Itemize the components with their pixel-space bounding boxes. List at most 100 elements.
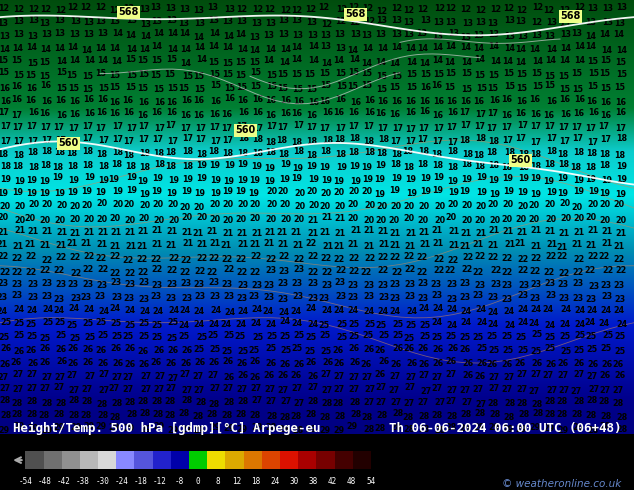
Text: 20: 20 — [223, 216, 234, 224]
Text: 14: 14 — [97, 55, 108, 65]
Text: 23: 23 — [138, 278, 150, 287]
Text: 24: 24 — [598, 319, 610, 328]
Text: 16: 16 — [252, 95, 263, 104]
Text: 24: 24 — [616, 319, 627, 329]
Text: 29: 29 — [488, 423, 499, 432]
Text: 16: 16 — [266, 96, 276, 105]
Text: 18: 18 — [222, 149, 233, 158]
Text: 27: 27 — [462, 398, 472, 407]
Text: 16: 16 — [280, 96, 290, 104]
Text: 14: 14 — [263, 56, 275, 65]
Text: 13: 13 — [292, 30, 303, 40]
Text: 21: 21 — [322, 242, 333, 251]
Text: 24: 24 — [488, 308, 498, 317]
Text: 21: 21 — [223, 229, 234, 238]
Text: 18: 18 — [585, 163, 597, 172]
Text: 21: 21 — [138, 227, 149, 236]
Text: 18: 18 — [53, 163, 63, 172]
Text: 14: 14 — [559, 56, 570, 65]
Text: 18: 18 — [139, 163, 150, 172]
Text: 21: 21 — [431, 226, 443, 235]
Text: 20: 20 — [364, 216, 375, 225]
Text: 19: 19 — [209, 161, 220, 170]
Text: 25: 25 — [560, 347, 571, 356]
Text: 24: 24 — [488, 320, 499, 329]
Text: 17: 17 — [27, 137, 38, 146]
Text: 28: 28 — [488, 399, 498, 408]
Text: 19: 19 — [152, 187, 162, 196]
Text: 16: 16 — [0, 84, 10, 94]
Text: 23: 23 — [96, 281, 107, 290]
Text: 13: 13 — [83, 18, 94, 27]
Text: 25: 25 — [349, 332, 359, 341]
Text: 19: 19 — [574, 187, 585, 196]
Text: 18: 18 — [67, 148, 78, 158]
Text: 21: 21 — [27, 227, 39, 236]
Text: 21: 21 — [307, 229, 318, 238]
Text: 18: 18 — [474, 162, 486, 171]
Text: 14: 14 — [503, 57, 514, 67]
Text: 26: 26 — [39, 358, 50, 368]
Text: 12: 12 — [417, 5, 428, 14]
Text: 18: 18 — [154, 160, 165, 170]
Text: 27: 27 — [391, 398, 401, 407]
Text: 22: 22 — [602, 266, 614, 275]
Text: 21: 21 — [209, 239, 220, 247]
Text: 18: 18 — [209, 147, 220, 156]
Text: 21: 21 — [276, 227, 288, 237]
Text: 26: 26 — [588, 360, 599, 369]
Text: 20: 20 — [39, 216, 51, 225]
Text: 24: 24 — [53, 306, 65, 316]
Text: 27: 27 — [180, 370, 191, 379]
Text: 17: 17 — [460, 121, 471, 130]
Text: 16: 16 — [515, 109, 526, 119]
Text: 20: 20 — [168, 200, 179, 209]
Text: 13: 13 — [448, 29, 459, 38]
Text: 14: 14 — [112, 29, 123, 38]
Text: 14: 14 — [445, 42, 456, 51]
Text: 19: 19 — [152, 174, 163, 183]
Text: 19: 19 — [433, 173, 444, 182]
Text: 28: 28 — [27, 410, 37, 419]
Text: 12: 12 — [96, 3, 107, 12]
Text: 22: 22 — [572, 268, 583, 277]
Text: 21: 21 — [250, 240, 261, 249]
Text: 24: 24 — [262, 307, 274, 316]
Text: 15: 15 — [462, 85, 472, 94]
Text: 26: 26 — [208, 358, 219, 367]
Text: 23: 23 — [529, 294, 540, 303]
Text: 23: 23 — [68, 280, 79, 289]
Text: 17: 17 — [53, 123, 65, 132]
Text: 28: 28 — [403, 413, 414, 422]
Text: 25: 25 — [138, 319, 149, 328]
Text: 14: 14 — [153, 29, 164, 38]
Text: 21: 21 — [167, 227, 178, 237]
Text: 19: 19 — [81, 187, 93, 196]
Text: 26: 26 — [237, 370, 248, 380]
Text: 19: 19 — [375, 190, 385, 199]
Text: 23: 23 — [165, 294, 177, 303]
Text: 28: 28 — [489, 410, 501, 419]
Text: 28: 28 — [474, 423, 485, 432]
Text: 26: 26 — [181, 346, 193, 355]
Text: 21: 21 — [69, 229, 81, 238]
Text: 25: 25 — [378, 331, 389, 340]
Text: 20: 20 — [250, 215, 261, 223]
Text: 22: 22 — [40, 267, 51, 275]
Text: 21: 21 — [377, 227, 388, 236]
Text: 21: 21 — [531, 226, 542, 235]
Text: 18: 18 — [306, 151, 317, 160]
Text: 14: 14 — [389, 58, 399, 68]
Text: 22: 22 — [70, 253, 81, 262]
Text: 568: 568 — [560, 11, 580, 21]
Text: 14: 14 — [405, 45, 416, 53]
Text: 24: 24 — [193, 320, 204, 329]
Text: 19: 19 — [237, 160, 248, 170]
Text: 25: 25 — [419, 332, 430, 341]
Text: 21: 21 — [530, 242, 541, 251]
Text: 22: 22 — [585, 266, 596, 275]
Text: 18: 18 — [364, 148, 375, 157]
Text: 25: 25 — [586, 345, 598, 354]
Text: 23: 23 — [124, 280, 135, 289]
Text: 25: 25 — [152, 333, 162, 343]
